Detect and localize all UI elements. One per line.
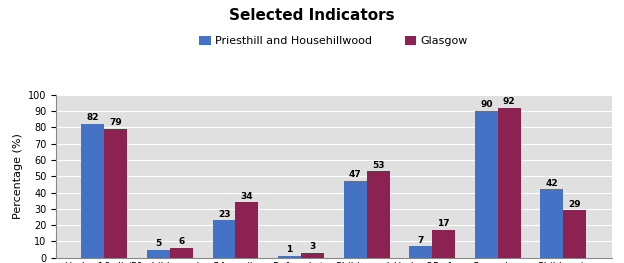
Bar bbox=[540, 189, 563, 258]
Y-axis label: Percentage (%): Percentage (%) bbox=[12, 133, 22, 219]
Bar bbox=[301, 253, 324, 258]
Text: 6: 6 bbox=[178, 237, 185, 246]
Text: 79: 79 bbox=[109, 118, 122, 127]
Text: 34: 34 bbox=[241, 192, 253, 201]
Bar bbox=[432, 230, 455, 258]
Legend: Priesthill and Househillwood, Glasgow: Priesthill and Househillwood, Glasgow bbox=[195, 32, 473, 51]
Text: 42: 42 bbox=[545, 179, 558, 188]
Text: 53: 53 bbox=[372, 161, 384, 170]
Bar bbox=[170, 248, 193, 258]
Text: 29: 29 bbox=[568, 200, 581, 209]
Text: 47: 47 bbox=[349, 170, 361, 179]
Text: 3: 3 bbox=[310, 242, 316, 251]
Text: 17: 17 bbox=[437, 219, 450, 228]
Bar bbox=[81, 124, 104, 258]
Text: Selected Indicators: Selected Indicators bbox=[229, 8, 395, 23]
Text: 7: 7 bbox=[417, 236, 424, 245]
Text: 23: 23 bbox=[218, 210, 230, 219]
Bar bbox=[344, 181, 367, 258]
Bar bbox=[409, 246, 432, 258]
Bar bbox=[213, 220, 235, 258]
Text: 90: 90 bbox=[480, 100, 492, 109]
Bar bbox=[475, 111, 498, 258]
Text: 92: 92 bbox=[503, 97, 515, 106]
Text: 82: 82 bbox=[87, 113, 99, 122]
Text: 5: 5 bbox=[155, 239, 162, 248]
Bar bbox=[147, 250, 170, 258]
Bar bbox=[563, 210, 587, 258]
Text: 1: 1 bbox=[286, 245, 293, 255]
Bar bbox=[104, 129, 127, 258]
Bar bbox=[498, 108, 520, 258]
Bar bbox=[235, 202, 258, 258]
Bar bbox=[278, 256, 301, 258]
Bar bbox=[367, 171, 389, 258]
